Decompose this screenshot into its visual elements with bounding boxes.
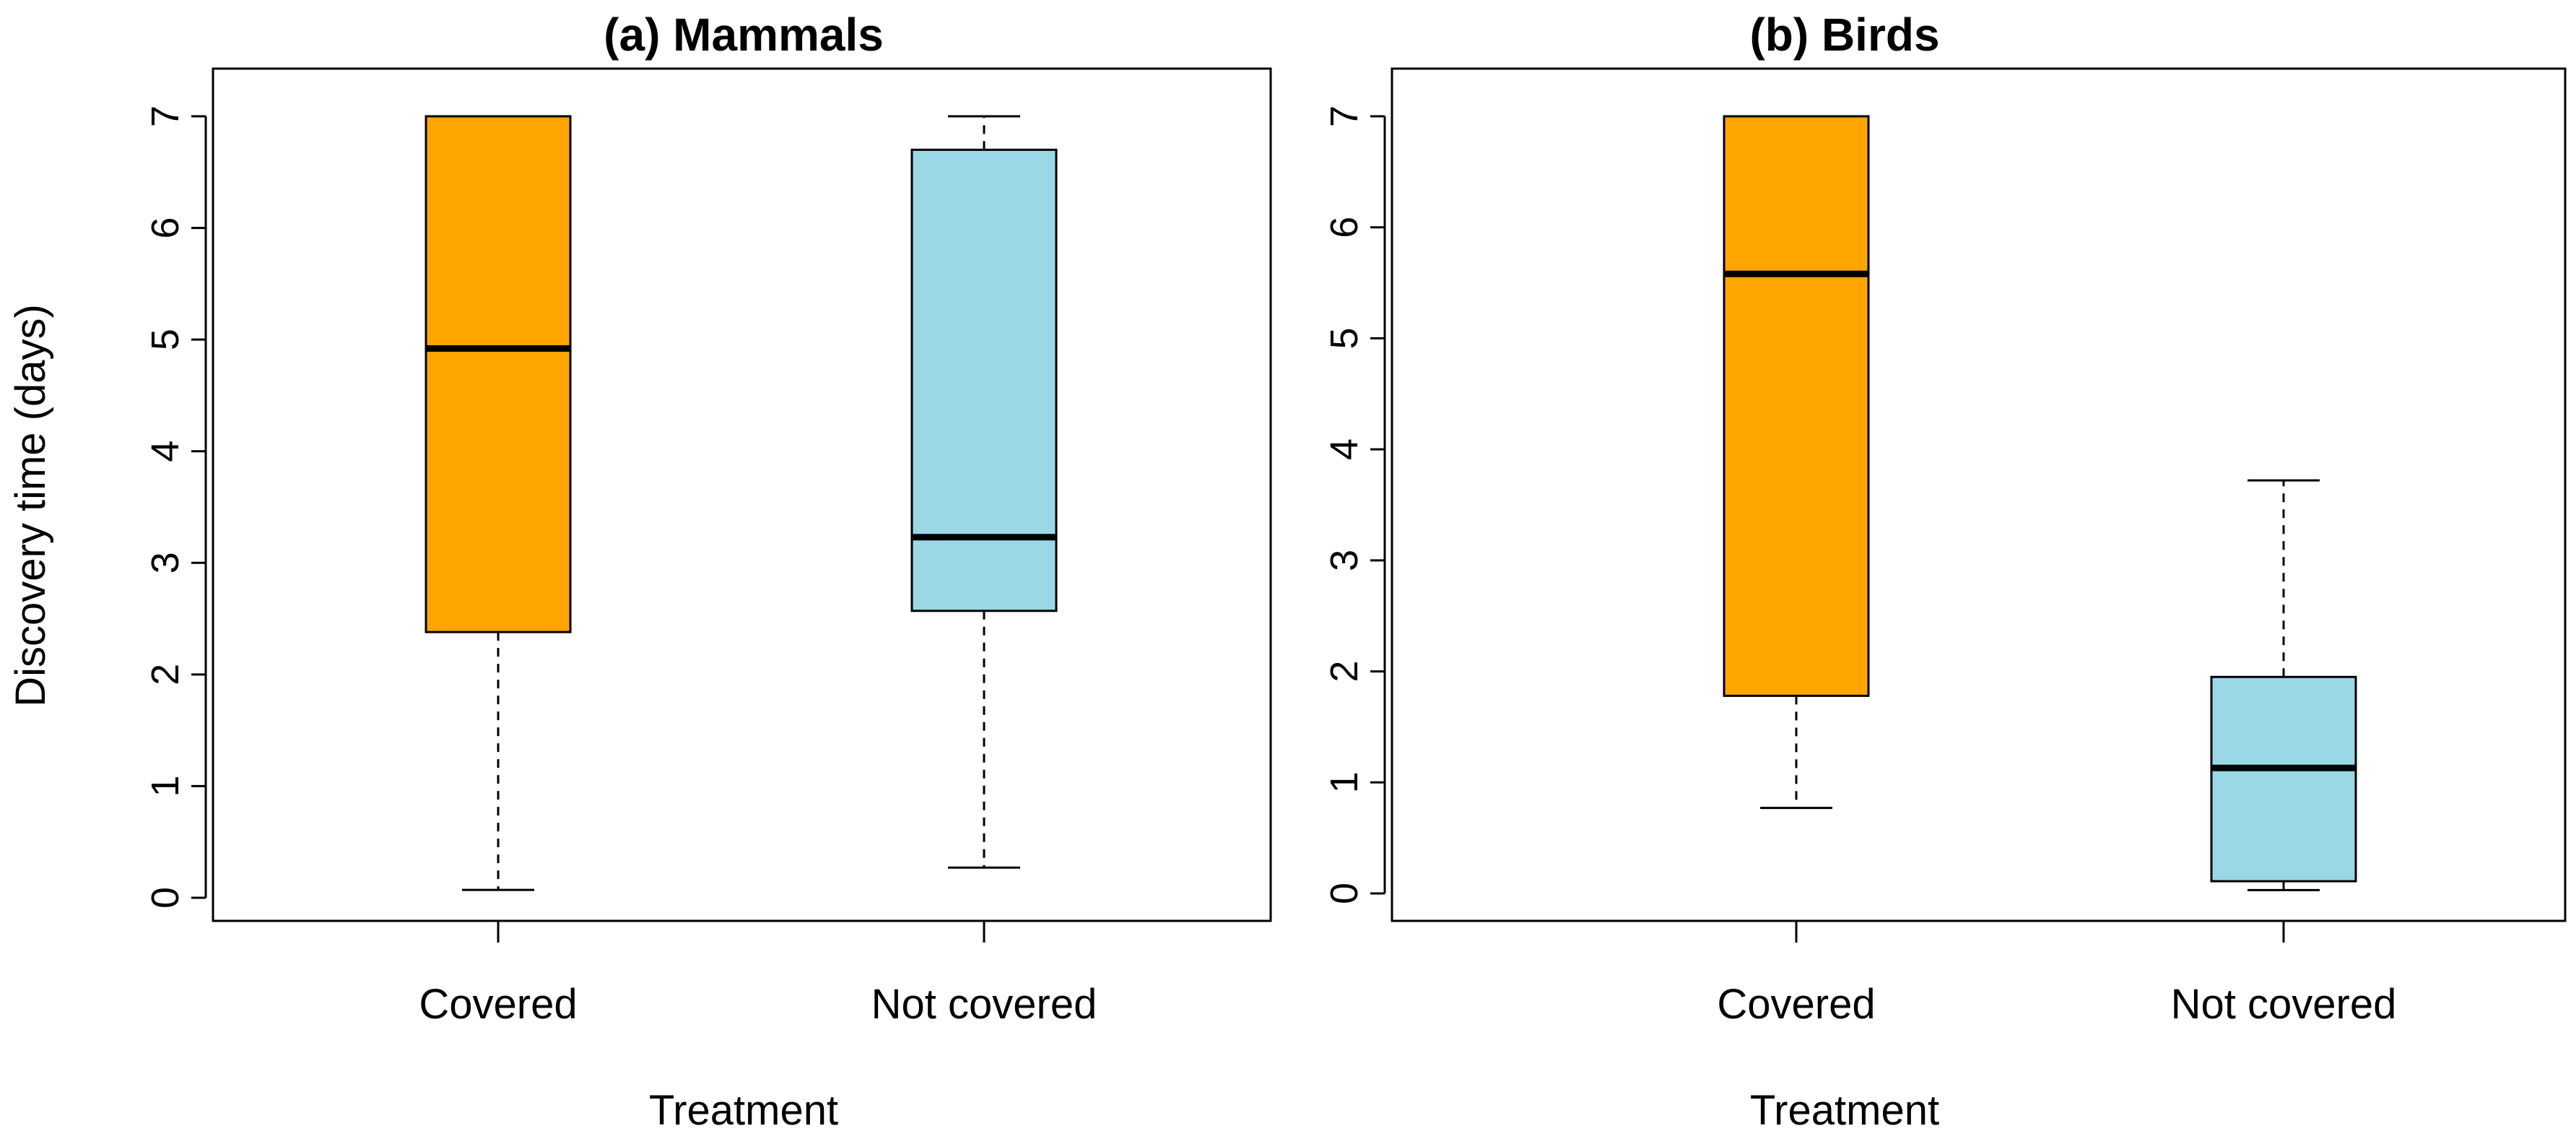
- y-tick-label: 4: [1323, 438, 1366, 460]
- x-tick-label-covered: Covered: [419, 981, 577, 1028]
- y-tick-label: 0: [144, 887, 187, 909]
- box-iqr: [1723, 115, 1870, 697]
- box-iqr: [2210, 675, 2357, 883]
- panel-birds: (b) Birds Treatment Covered Not covered …: [1323, 9, 2567, 1134]
- chart-title: (b) Birds: [1749, 9, 1939, 61]
- box-iqr: [910, 148, 1058, 612]
- box-covered: [1723, 115, 1870, 810]
- box-iqr: [425, 115, 572, 633]
- box-covered: [425, 115, 572, 891]
- y-tick-label: 0: [1323, 883, 1366, 904]
- y-tick-label: 6: [1323, 217, 1366, 238]
- y-tick-label: 2: [1323, 661, 1366, 683]
- x-tick-label-not-covered: Not covered: [871, 981, 1097, 1028]
- plot-frame: [212, 67, 1272, 922]
- y-tick-label: 6: [144, 217, 187, 239]
- y-tick-label: 3: [1323, 550, 1366, 571]
- y-axis-label: Discovery time (days): [7, 304, 54, 707]
- box-not-covered: [2210, 479, 2357, 891]
- plot-area-birds: 0 1 2 3 4 5 6 7: [1323, 67, 2567, 943]
- y-tick-label: 2: [144, 664, 187, 685]
- y-tick-label: 5: [1323, 327, 1366, 349]
- y-tick-label: 5: [144, 329, 187, 350]
- x-tick-label-covered: Covered: [1717, 981, 1875, 1028]
- x-tick-label-not-covered: Not covered: [2171, 981, 2397, 1028]
- y-tick-label: 1: [1323, 771, 1366, 793]
- box-not-covered: [910, 115, 1058, 869]
- x-axis-label: Treatment: [649, 1087, 838, 1134]
- y-tick-label: 7: [1323, 105, 1366, 127]
- chart-title: (a) Mammals: [604, 9, 884, 61]
- y-tick-label: 3: [144, 552, 187, 573]
- y-tick-label: 7: [144, 105, 187, 127]
- y-tick-label: 4: [144, 441, 187, 462]
- plot-frame: [1391, 67, 2567, 922]
- y-tick-label: 1: [144, 775, 187, 797]
- x-axis-label: Treatment: [1750, 1087, 1939, 1134]
- plot-area-mammals: 0 1 2 3 4 5 6 7: [144, 67, 1272, 943]
- panel-mammals: (a) Mammals Treatment Discovery time (da…: [7, 9, 1272, 1134]
